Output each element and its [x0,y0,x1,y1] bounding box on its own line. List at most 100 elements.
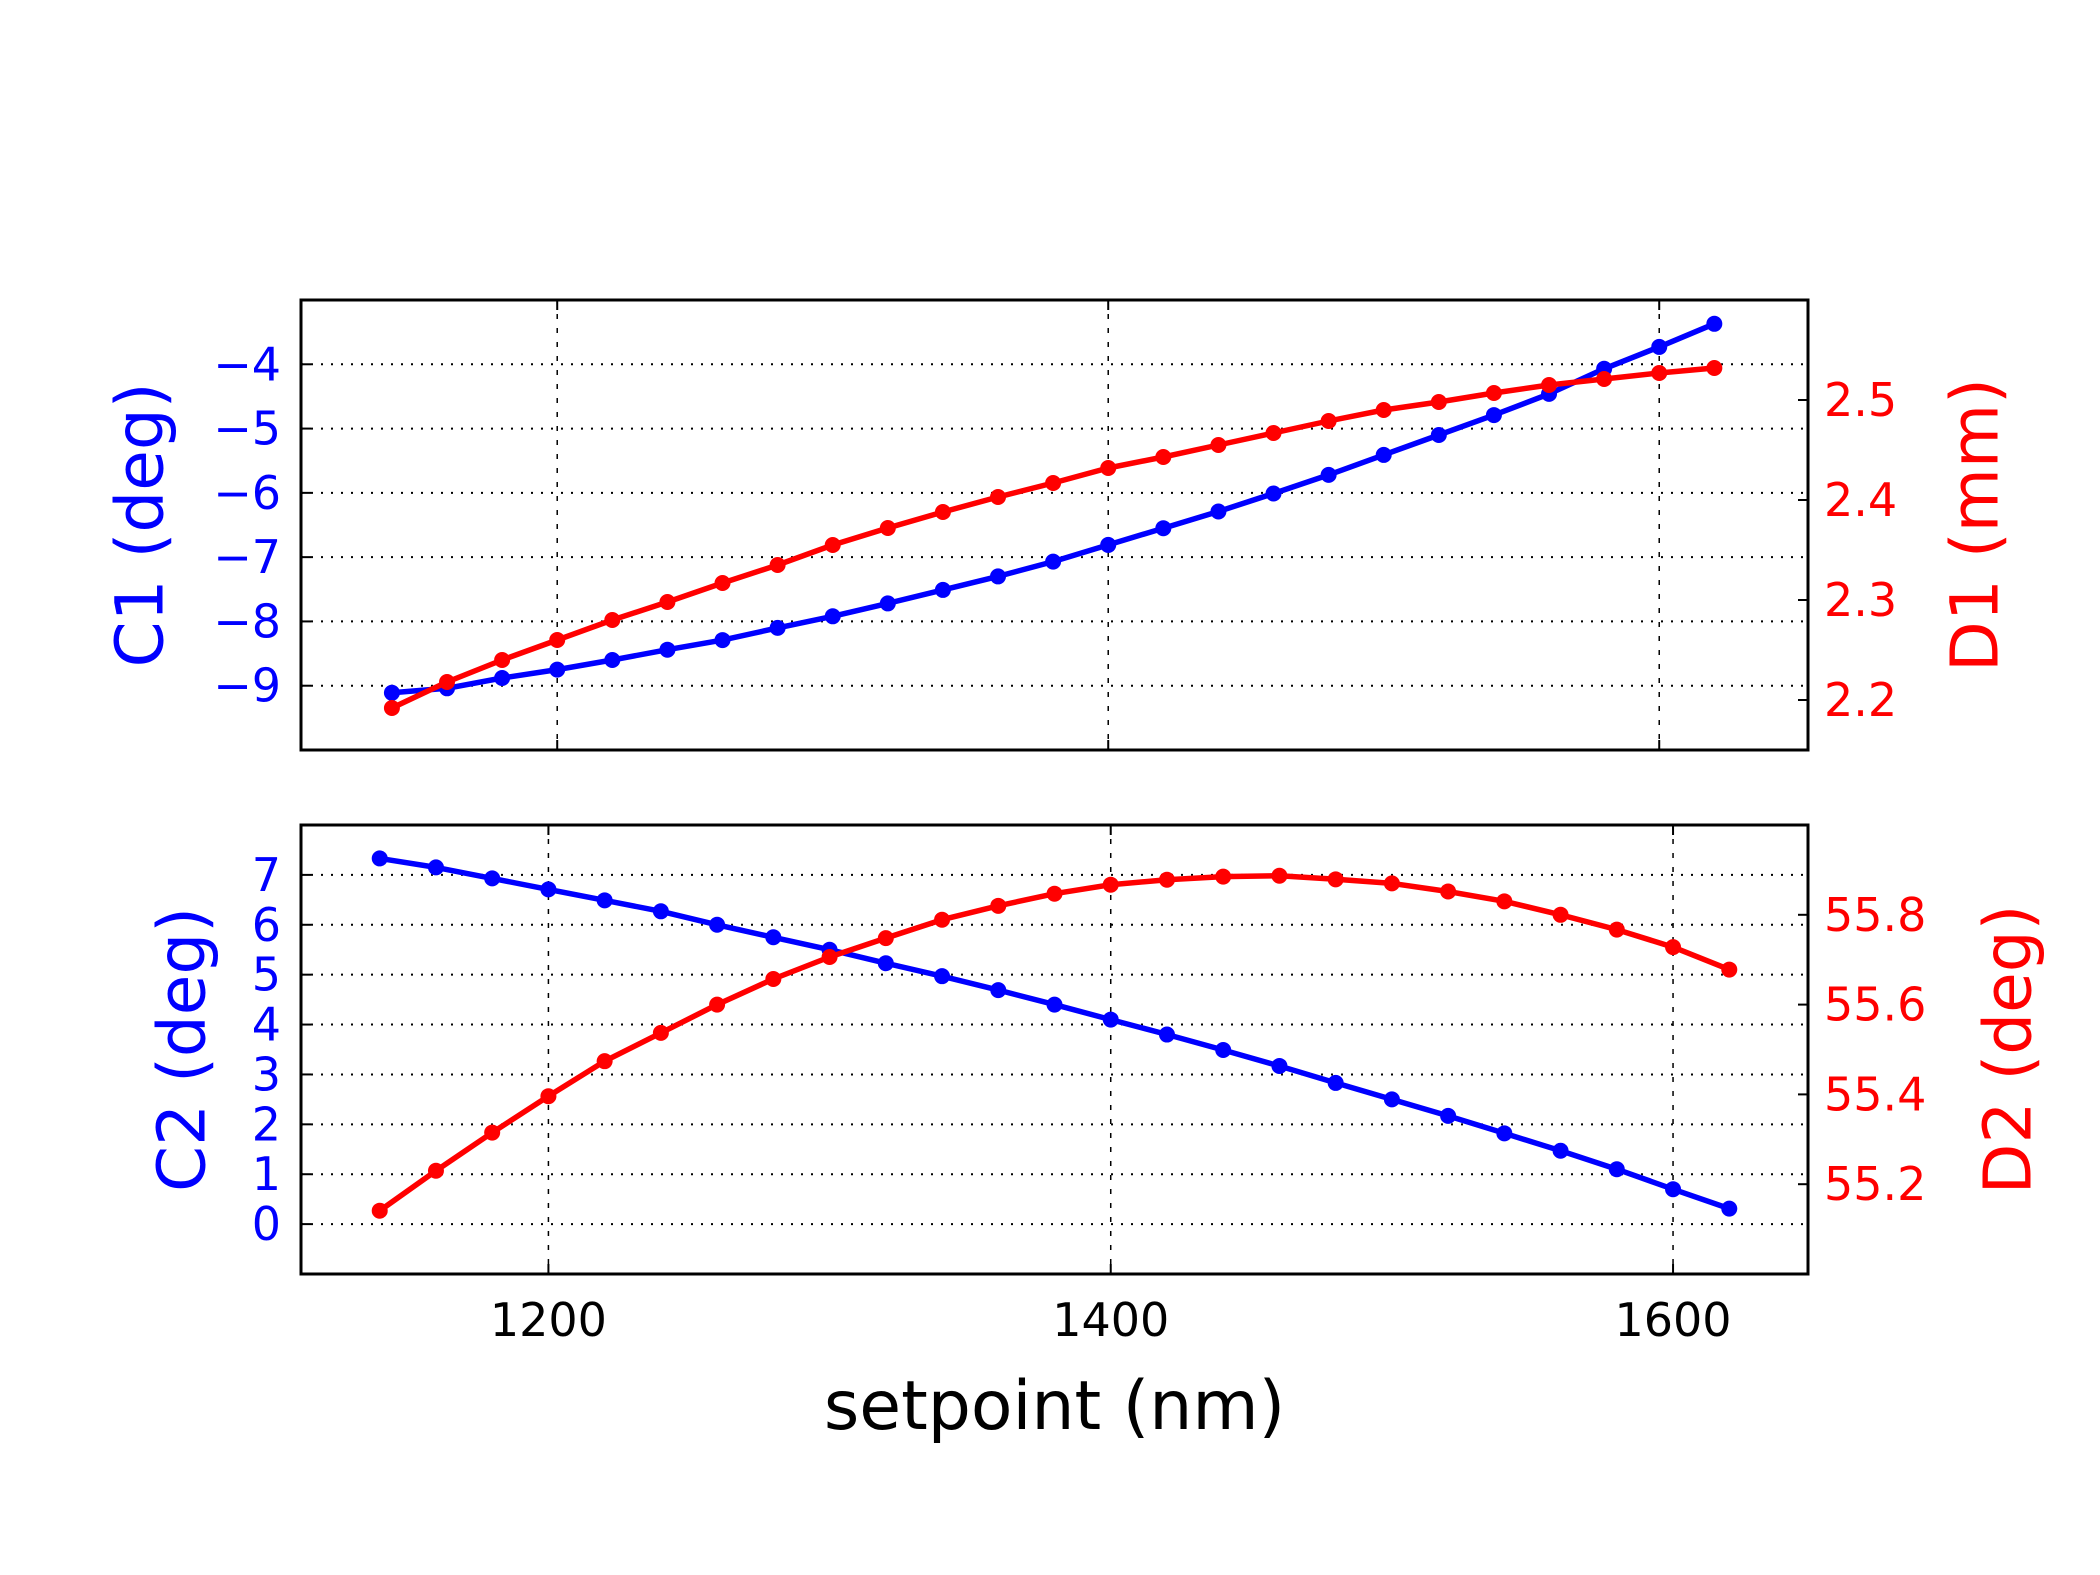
right-series-point [1430,394,1447,410]
left-series-point [604,652,621,668]
left-series-point [1430,427,1447,443]
right-series-point [1721,961,1738,978]
right-series-point [1485,385,1502,401]
y-left-tick-label: −8 [213,594,281,648]
axes-frame [299,823,1810,1276]
left-series-point [1721,1200,1738,1217]
y-right-tick-label: 2.3 [1824,573,1897,627]
right-series-point [1215,868,1232,885]
right-series-point [1440,883,1457,900]
left-series-point [1215,1041,1232,1058]
right-series-point [709,996,726,1013]
right-series-point [824,537,841,553]
left-series-point [494,670,511,686]
x-axis-label: setpoint (nm) [824,1367,1285,1446]
y-left-tick-label: −5 [213,402,281,456]
y-right-tick-label: 55.2 [1824,1157,1926,1211]
y-left-tick-label: 6 [252,898,281,952]
left-series-point [1320,466,1337,483]
y-left-tick-label: −7 [213,530,281,584]
right-series-point [714,575,731,591]
left-series-point [484,870,501,887]
left-series-point [540,881,557,898]
left-series-point [1706,315,1723,332]
y-right-tick-label: 55.8 [1824,888,1926,942]
right-series-point [427,1162,444,1179]
left-series-point [709,916,726,933]
right-series-point [1155,449,1172,465]
left-series-point [1155,520,1172,537]
right-series-point [1320,413,1337,429]
left-series-point [371,850,388,867]
right-series-point [821,949,838,966]
right-series-point [484,1124,501,1141]
left-series-point [1271,1057,1288,1074]
y-right-tick-label: 2.2 [1824,673,1897,727]
right-series-point [934,504,951,520]
left-series-point [1046,996,1063,1013]
right-series-point [1265,425,1282,441]
right-series-point [1210,437,1227,453]
right-series-point [990,489,1007,505]
y-left-tick-label: −9 [213,659,281,713]
right-series-point [990,897,1007,914]
right-series-point [1271,867,1288,884]
left-series-point [879,595,896,612]
y-right-tick-label: 55.6 [1824,978,1926,1032]
y-left-tick-label: 0 [252,1197,281,1251]
y-right-tick-label: 55.4 [1824,1067,1926,1121]
right-series-point [1375,402,1392,418]
right-series-point [371,1202,388,1219]
right-series-point [1102,876,1119,893]
right-series-point [1596,371,1613,387]
left-series-point [1327,1074,1344,1091]
right-series-point [596,1053,613,1070]
left-series-point [1158,1026,1175,1043]
x-tick-label: 1600 [1615,1293,1732,1347]
left-series-point [934,968,951,985]
left-series-point [659,641,676,658]
y-right-tick-label: 2.4 [1824,473,1897,527]
left-series-point [1496,1125,1513,1142]
axes-frame [299,298,1810,752]
left-series-point [877,955,894,972]
left-series-point [824,608,841,625]
right-series-point [1158,871,1175,888]
left-series-point [1651,338,1668,355]
right-series-point [1496,893,1513,910]
y-right-tick-label: 2.5 [1824,373,1897,427]
right-series-point [1706,360,1723,376]
left-series-point [1265,485,1282,502]
x-tick-label: 1200 [490,1293,607,1347]
left-series-point [1375,446,1392,463]
right-series-point [540,1088,557,1105]
right-series-point [652,1024,669,1041]
right-series-point [1327,871,1344,888]
y-left-tick-label: 5 [252,948,281,1002]
y-left-tick-label: 3 [252,1047,281,1101]
right-series-point [879,520,896,536]
left-series-point [1440,1107,1457,1124]
y-right-axis-label: D2 (deg) [1970,905,2047,1195]
right-series-point [1541,377,1558,393]
left-series-point [714,632,731,649]
left-series-point [1100,536,1117,553]
y-left-tick-label: 2 [252,1097,281,1151]
left-series-point [652,903,669,920]
y-left-tick-label: 4 [252,998,281,1052]
left-series-point [1102,1011,1119,1028]
left-series-point [1045,553,1062,570]
top-panel: −9 −8 −7 −6 −5 −4 2.2 2.3 2.4 2.5 C1 (deg) D1 (mm) [102,298,2014,752]
left-series-point [1485,407,1502,424]
y-left-tick-label: 1 [252,1147,281,1201]
right-series-point [604,612,621,628]
right-series-point [383,700,400,716]
left-series-point [1665,1181,1682,1198]
right-series-point [659,594,676,610]
right-series-point [765,971,782,988]
right-series-point [934,911,951,928]
right-series-point [1665,939,1682,956]
